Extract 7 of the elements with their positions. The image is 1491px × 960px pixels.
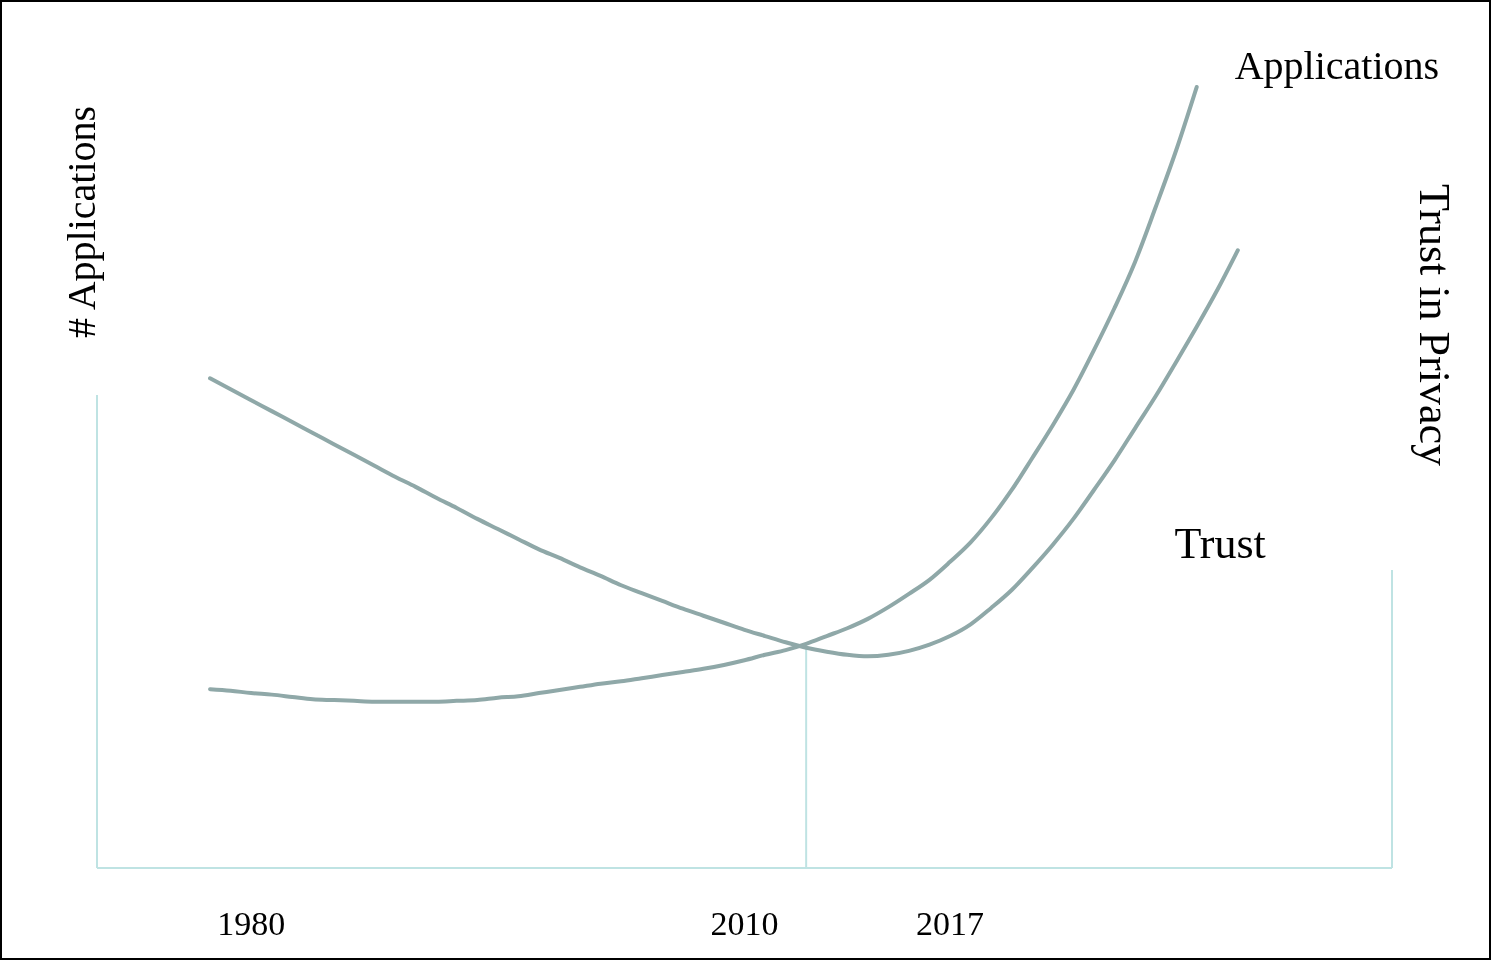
- x-tick-label: 2017: [916, 905, 985, 942]
- series-label: Applications: [1234, 43, 1440, 88]
- y-axis-title: # Applications: [59, 105, 104, 339]
- x-tick-label: 1980: [217, 905, 286, 942]
- x-tick-label: 2010: [710, 905, 779, 942]
- y2-axis-title: Trust in Privacy: [1410, 184, 1459, 466]
- series-label: Trust: [1174, 519, 1266, 569]
